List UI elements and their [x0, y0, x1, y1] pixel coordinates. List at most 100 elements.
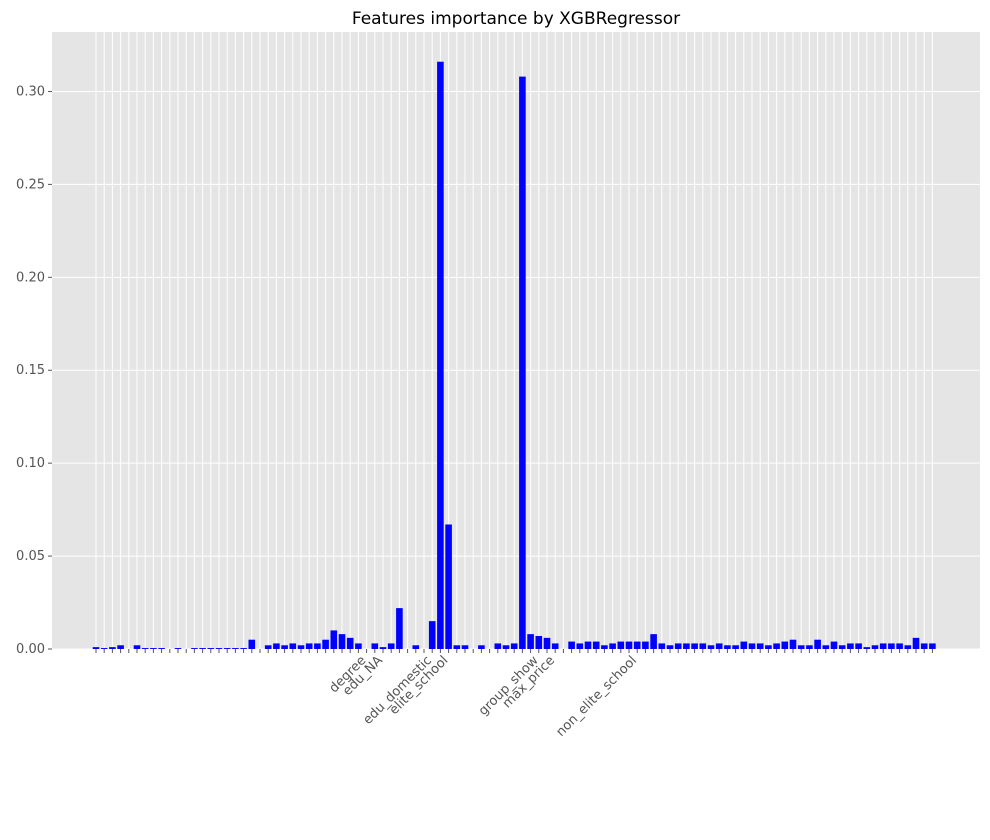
bar [371, 643, 379, 649]
bar [461, 645, 469, 649]
bar [592, 641, 600, 649]
bar [248, 639, 256, 649]
bar [838, 645, 846, 649]
bar [642, 641, 649, 649]
bar [797, 645, 805, 649]
y-tick-label: 0.05 [16, 549, 45, 564]
bar [847, 643, 854, 649]
y-tick-label: 0.30 [16, 84, 45, 99]
bar [863, 647, 871, 649]
bar [510, 643, 518, 649]
bar [551, 643, 559, 649]
bar [338, 634, 346, 649]
bar [346, 637, 354, 649]
bar [109, 647, 116, 649]
bar [920, 643, 928, 649]
bar [191, 648, 198, 649]
bar [478, 645, 485, 649]
bar [314, 643, 321, 649]
bar [297, 645, 305, 649]
bar [871, 645, 879, 649]
bar [527, 634, 534, 649]
bar [658, 643, 666, 649]
bar [453, 645, 461, 649]
bar [666, 645, 674, 649]
bar [765, 645, 772, 649]
bar [330, 630, 338, 649]
bar [281, 645, 288, 649]
bar [322, 639, 329, 649]
y-tick-label: 0.00 [16, 642, 45, 657]
bar [756, 643, 764, 649]
bar [100, 648, 108, 649]
bar [289, 643, 297, 649]
bar [117, 645, 124, 649]
bar [896, 643, 903, 649]
bar [150, 648, 157, 649]
bar [412, 645, 420, 649]
bar [633, 641, 641, 649]
bar [699, 643, 707, 649]
bar [707, 645, 715, 649]
bar [888, 643, 895, 649]
bar [264, 645, 272, 649]
bar [158, 648, 165, 649]
bar [806, 645, 813, 649]
bar [781, 641, 789, 649]
bar [822, 645, 830, 649]
y-tick-label: 0.10 [16, 456, 45, 471]
bar [494, 643, 502, 649]
bar [650, 634, 657, 649]
bar [617, 641, 625, 649]
x-tick-label: non_elite_school [553, 653, 640, 740]
bar [773, 643, 780, 649]
bar [929, 643, 936, 649]
bar [740, 641, 748, 649]
bar [519, 76, 526, 649]
bar [379, 647, 387, 649]
bar [724, 645, 731, 649]
bar [674, 643, 682, 649]
bar [273, 643, 280, 649]
bar [830, 641, 838, 649]
bar [396, 608, 403, 649]
bar [215, 648, 223, 649]
bar [855, 643, 862, 649]
bar [232, 648, 239, 649]
bar [445, 524, 452, 649]
chart-title: Features importance by XGBRegressor [352, 9, 680, 29]
bar [141, 648, 149, 649]
bar [601, 645, 608, 649]
y-tick-label: 0.15 [16, 363, 45, 378]
bar [207, 648, 215, 649]
bar [576, 643, 584, 649]
bar [584, 641, 592, 649]
bar [609, 643, 616, 649]
bar [543, 637, 551, 649]
bar [174, 648, 182, 649]
bar [387, 643, 395, 649]
bar [223, 648, 231, 649]
bar [240, 648, 247, 649]
bar [625, 641, 633, 649]
bar [535, 635, 543, 649]
y-tick-label: 0.25 [16, 177, 45, 192]
bar [683, 643, 690, 649]
bar [732, 645, 739, 649]
bar [814, 639, 821, 649]
bar [133, 645, 141, 649]
bar [904, 645, 912, 649]
bar [748, 643, 756, 649]
bar [199, 648, 206, 649]
bar [912, 637, 920, 649]
bar [428, 621, 436, 649]
bar [568, 641, 575, 649]
bar [355, 643, 362, 649]
bar [691, 643, 698, 649]
bar [879, 643, 887, 649]
bar [502, 645, 510, 649]
bar [715, 643, 723, 649]
bar [789, 639, 797, 649]
bar [305, 643, 313, 649]
